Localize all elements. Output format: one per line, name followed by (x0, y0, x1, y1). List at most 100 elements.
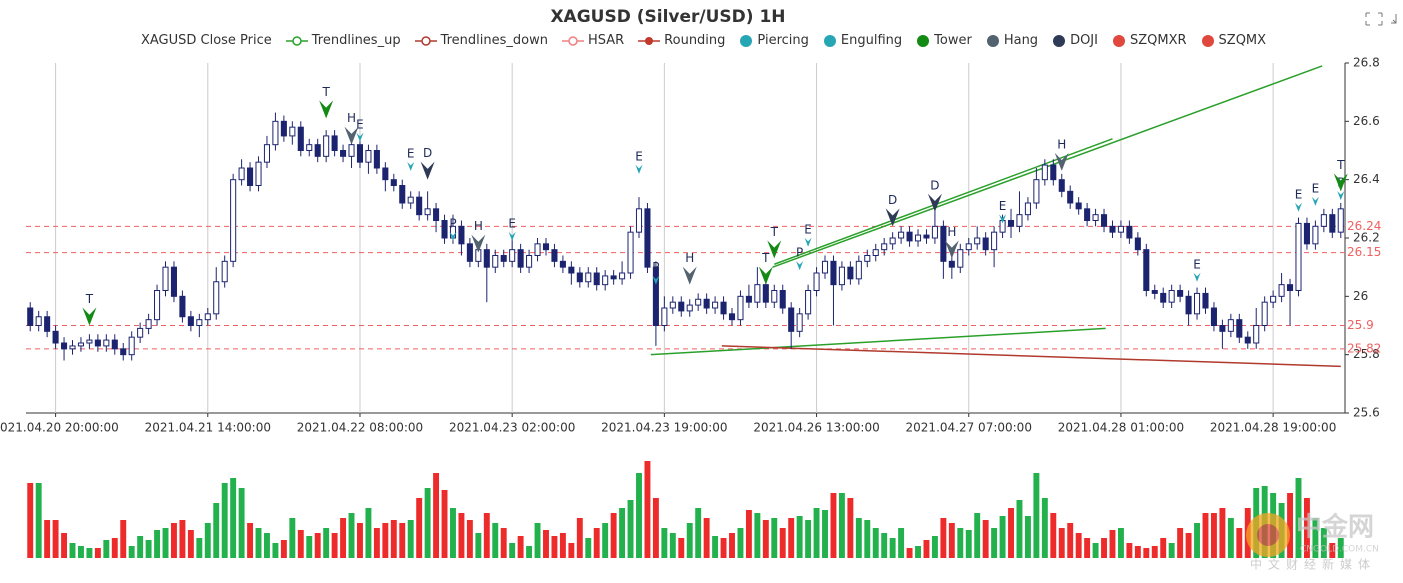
candle-body (187, 316, 194, 326)
volume-bar (576, 518, 583, 558)
volume-bar (915, 546, 921, 558)
candle-body (441, 220, 448, 239)
volume-bar (44, 520, 51, 558)
candle-body (1312, 225, 1319, 245)
legend-label: Trendlines_down (440, 33, 548, 48)
candle-body (745, 295, 752, 303)
pattern-marker (420, 161, 435, 180)
legend-item[interactable]: DOJI (1052, 33, 1098, 48)
candle-body (974, 237, 981, 245)
candle-body (762, 284, 769, 303)
candle-body (35, 316, 42, 326)
legend-icon (1053, 34, 1066, 47)
volume-bar (492, 523, 499, 558)
candle-body (830, 260, 837, 286)
legend-label: XAGUSD Close Price (140, 33, 272, 48)
candle-body (306, 144, 313, 152)
legend-item[interactable]: Hang (986, 33, 1038, 48)
legend-label: DOJI (1070, 33, 1098, 48)
candle-body (1177, 290, 1184, 297)
volume-bar (1024, 516, 1031, 558)
legend-item[interactable]: SZQMXR (1112, 33, 1187, 48)
volume-bar (1058, 528, 1065, 558)
legend-icon (986, 34, 999, 47)
volume-bar (272, 543, 279, 558)
candle-body (838, 266, 845, 286)
trendline (774, 138, 1113, 265)
candle-body (230, 179, 237, 262)
pattern-label: D (888, 193, 897, 207)
toolbox[interactable] (1365, 12, 1397, 26)
pattern-marker (1294, 202, 1302, 212)
volume-bar (204, 523, 211, 558)
volume-bar (779, 528, 786, 558)
x-tick-label: 2021.04.28 19:00:00 (1210, 421, 1336, 435)
volume-bar (1084, 538, 1091, 558)
volume-bar (847, 498, 854, 558)
volume-bar (373, 528, 380, 558)
candle-body (483, 249, 490, 268)
pattern-marker (344, 126, 359, 145)
candle-body (1160, 292, 1167, 303)
candle-body (263, 144, 271, 163)
volume-bar (813, 508, 820, 558)
volume-bar (593, 528, 600, 558)
candle-body (1126, 225, 1133, 239)
pattern-label: E (356, 117, 364, 131)
candle-body (458, 225, 465, 245)
candle-body (644, 208, 651, 268)
legend-item[interactable]: Piercing (739, 33, 809, 48)
candle-body (1151, 290, 1158, 294)
volume-bar (1287, 493, 1294, 558)
volume-bar (822, 510, 828, 558)
volume-bar (1295, 478, 1302, 558)
candle-body (238, 167, 245, 181)
legend-item[interactable]: Engulfing (823, 33, 902, 48)
volume-bar (948, 523, 955, 558)
pattern-marker (1193, 272, 1201, 282)
pattern-marker (885, 208, 900, 227)
pattern-label: P (796, 246, 803, 260)
volume-bar (974, 513, 981, 558)
candle-body (788, 307, 795, 332)
candle-body (247, 167, 254, 186)
candle-body (576, 272, 583, 283)
y-tick-label: 26.8 (1353, 56, 1380, 70)
pattern-marker (944, 240, 959, 259)
pattern-marker (1054, 152, 1069, 171)
candle-body (872, 249, 879, 257)
volume-bar (86, 548, 93, 558)
candle-body (1295, 222, 1302, 292)
pattern-label: T (85, 292, 94, 306)
hsar-label: 26.24 (1347, 219, 1381, 233)
candle-body (695, 298, 702, 306)
legend-item[interactable]: Trendlines_up (285, 33, 401, 48)
volume-bar (526, 546, 533, 558)
legend-item[interactable]: Rounding (638, 33, 725, 48)
candle-body (1202, 292, 1209, 309)
candle-body (433, 208, 440, 221)
volume-bar (619, 508, 626, 558)
candle-body (86, 339, 93, 344)
legend-item[interactable]: HSAR (561, 33, 624, 48)
legend-item[interactable]: Tower (916, 33, 972, 48)
volume-bar (128, 546, 135, 558)
legend-item[interactable]: XAGUSD Close Price (137, 33, 272, 48)
legend-label: Piercing (757, 33, 809, 48)
volume-bar (1050, 513, 1057, 558)
candle-body (1227, 319, 1234, 332)
volume-bar (1236, 528, 1243, 558)
pattern-label: E (635, 149, 643, 163)
candle-body (568, 266, 575, 274)
legend-item[interactable]: Trendlines_down (414, 33, 548, 48)
candle-body (179, 295, 186, 318)
chart-title: XAGUSD (Silver/USD) 1H (550, 7, 785, 27)
legend-icon (638, 36, 661, 45)
y-tick-label: 26.6 (1353, 114, 1380, 128)
watermark-logo (1257, 524, 1279, 546)
volume-bar (534, 523, 541, 558)
volume-bar (898, 528, 905, 558)
legend-item[interactable]: SZQMX (1201, 33, 1266, 48)
y-tick-label: 25.8 (1353, 347, 1380, 361)
volume-bar (712, 536, 719, 558)
